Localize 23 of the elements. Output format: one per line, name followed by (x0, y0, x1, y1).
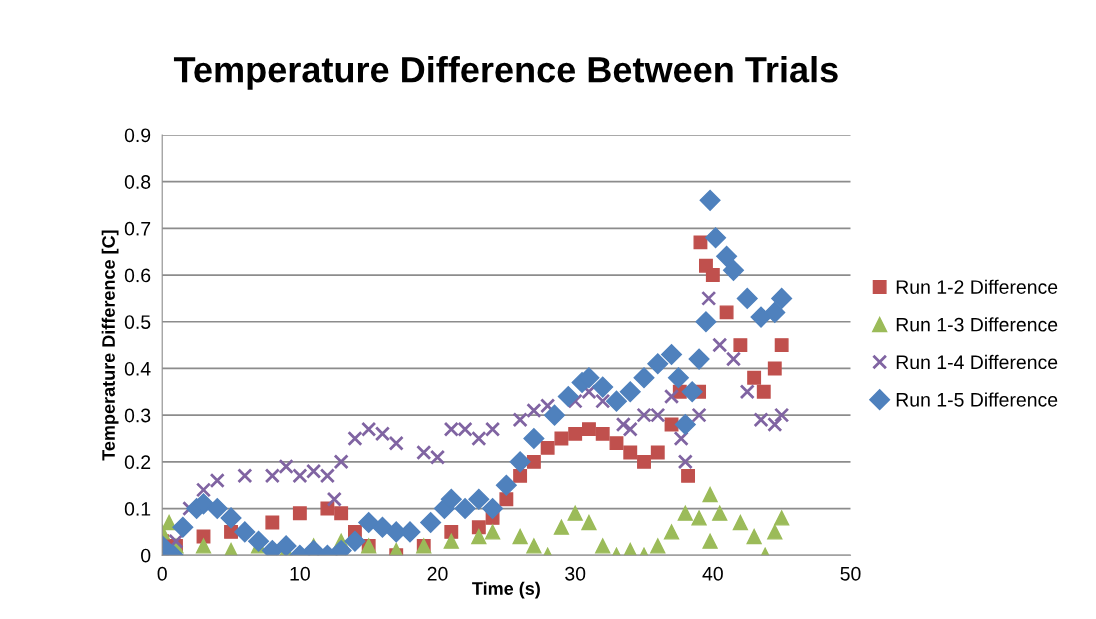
y-tick-label: 0.6 (124, 268, 151, 283)
x-tick-label: 20 (427, 566, 448, 581)
y-tick-label: 0.9 (124, 128, 151, 143)
y-tick-label: 0.4 (124, 361, 151, 376)
y-tick-label: 0.1 (124, 502, 151, 516)
legend-label: Run 1-4 Difference (896, 354, 1058, 370)
x-tick-label: 40 (702, 566, 723, 581)
x-tick-label: 30 (565, 566, 586, 581)
y-tick-label: 0.5 (124, 315, 151, 329)
x-tick-label: 10 (290, 566, 310, 581)
y-tick-label: 0 (141, 548, 151, 563)
x-tick-label: 50 (840, 566, 861, 581)
y-axis-title: Temperature Difference [C] (101, 230, 119, 461)
legend-label: Run 1-5 Difference (896, 392, 1058, 407)
y-tick-label: 0.3 (124, 408, 151, 423)
x-tick-label: 0 (157, 566, 167, 581)
chart-title: Temperature Difference Between Trials (173, 55, 838, 90)
legend-label: Run 1-3 Difference (896, 317, 1058, 332)
y-tick-label: 0.8 (124, 175, 151, 189)
y-tick-label: 0.2 (124, 455, 151, 470)
y-tick-label: 0.7 (124, 221, 151, 236)
legend-label: Run 1-2 Difference (896, 279, 1058, 294)
x-axis-title: Time (s) (472, 581, 540, 599)
